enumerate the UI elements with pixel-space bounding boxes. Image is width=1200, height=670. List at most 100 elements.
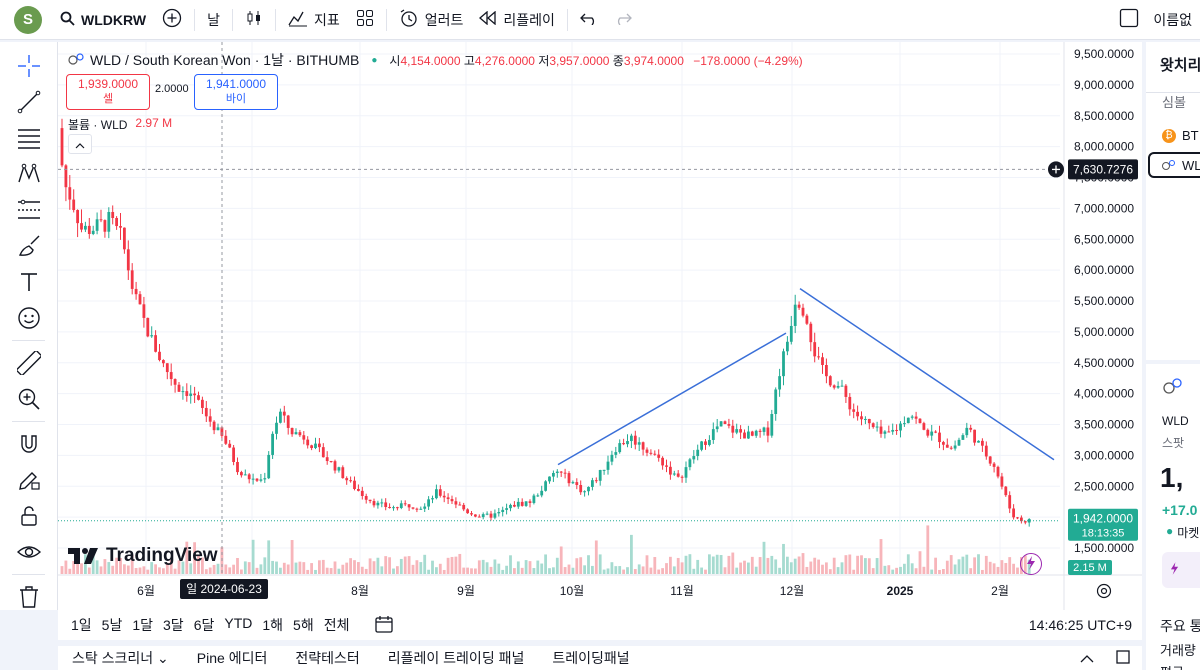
panel-tab-4[interactable]: 트레이딩패널: [552, 650, 630, 666]
stay-drawing-tool[interactable]: [0, 462, 58, 498]
volume-bar: [676, 557, 680, 574]
compare-button[interactable]: [154, 0, 190, 40]
candle-body: [579, 484, 583, 493]
watchlist-item-wld[interactable]: WL: [1148, 152, 1200, 178]
volume-bar: [489, 566, 493, 574]
buy-price: 1,941.0000: [205, 77, 267, 91]
indicators-button[interactable]: 지표: [280, 0, 348, 40]
emoji-tool[interactable]: [0, 300, 58, 336]
brush-tool[interactable]: [0, 228, 58, 264]
user-avatar[interactable]: S: [14, 5, 42, 34]
timeframe-1[interactable]: 5날: [101, 617, 123, 633]
flash-button[interactable]: [1020, 553, 1042, 575]
volume-bar: [302, 562, 306, 574]
remove-drawings-tool[interactable]: [0, 579, 58, 615]
fib-tool[interactable]: [0, 120, 58, 156]
candle-body: [594, 480, 598, 482]
clock-display[interactable]: 14:46:25 UTC+9: [1028, 617, 1132, 633]
alert-button[interactable]: 얼러트: [391, 0, 472, 40]
key-stats-title: 주요 통: [1160, 618, 1200, 634]
pattern-tool[interactable]: [0, 156, 58, 192]
text-tool[interactable]: [0, 264, 58, 300]
sell-price: 1,939.0000: [77, 77, 139, 91]
detail-symbol: WLD: [1162, 414, 1189, 428]
buy-button[interactable]: 1,941.0000 바이: [194, 74, 278, 110]
zoom-tool[interactable]: [0, 381, 58, 417]
candle-body: [368, 499, 372, 502]
timeframe-2[interactable]: 1달: [132, 617, 154, 633]
promo-banner[interactable]: [1162, 552, 1200, 588]
panel-tab-0[interactable]: 스탁 스크리너 ⌄: [72, 650, 169, 666]
forecast-tool[interactable]: [0, 192, 58, 228]
price-tick-label: 7,000.0000: [1074, 201, 1134, 215]
hide-drawings-tool[interactable]: [0, 534, 58, 570]
collapse-legend-button[interactable]: [68, 134, 92, 154]
volume-bar: [809, 561, 813, 574]
candle-body: [396, 507, 399, 509]
lock-drawings-tool[interactable]: [0, 498, 58, 534]
undo-button[interactable]: [572, 0, 606, 40]
panel-tab-2[interactable]: 전략테스터: [295, 650, 360, 666]
candle-body: [282, 411, 286, 416]
volume-bar: [165, 562, 169, 574]
watchlist-title[interactable]: 왓치리: [1160, 57, 1200, 74]
volume-bar: [353, 560, 356, 574]
chart-pane[interactable]: 9,500.0000 9,000.0000 8,500.0000 8,000.0000…: [58, 42, 1142, 610]
layout-name-button[interactable]: 이름없: [1111, 0, 1200, 40]
watchlist-item-btc[interactable]: ₿ BT: [1162, 128, 1199, 143]
candle-body: [341, 467, 345, 479]
volume-bar: [185, 541, 189, 574]
volume-bar: [107, 562, 111, 574]
volume-bar: [844, 555, 848, 574]
timeframe-4[interactable]: 6달: [193, 617, 215, 633]
panel-tab-1[interactable]: Pine 에디터: [196, 650, 268, 666]
candle-body: [653, 453, 657, 455]
symbol-title[interactable]: WLD / South Korean Won · 1날 · BITHUMB: [90, 52, 360, 68]
timeframe-0[interactable]: 1일: [71, 617, 92, 633]
timeframe-7[interactable]: 5해: [293, 617, 314, 633]
volume-bar: [263, 557, 267, 574]
volume-bar: [333, 561, 337, 574]
candle-body: [442, 495, 446, 498]
candle-body: [930, 431, 934, 436]
timeframe-5[interactable]: YTD: [224, 615, 253, 631]
volume-bar: [458, 553, 462, 574]
panel-tab-list: 스탁 스크리너 ⌄ Pine 에디터 전략테스터 리플레이 트레이딩 패널 트레이딩패널: [58, 648, 644, 668]
timeframe-3[interactable]: 3달: [163, 617, 184, 633]
candle-body: [454, 501, 458, 505]
measure-tool[interactable]: [0, 345, 58, 381]
volume-bar: [953, 564, 957, 574]
volume-bar: [973, 557, 976, 574]
symbol-search-button[interactable]: WLDKRW: [52, 0, 154, 40]
timeframe-8[interactable]: 전체: [323, 617, 350, 633]
candle-body: [528, 501, 532, 503]
candle-body: [879, 426, 883, 434]
trendline-tool[interactable]: [0, 84, 58, 120]
collapse-panel-icon[interactable]: [1070, 650, 1104, 666]
date-range-button[interactable]: [374, 614, 394, 637]
volume-bar: [762, 541, 766, 574]
crosshair-tool[interactable]: [0, 48, 58, 84]
volume-bar: [926, 525, 930, 574]
crosshair-date-label: 일 2024-06-23: [186, 582, 262, 596]
volume-bar: [419, 562, 423, 574]
symbol-column-header[interactable]: 심볼: [1162, 95, 1186, 110]
timeframe-6[interactable]: 1해: [262, 617, 284, 633]
magnet-tool[interactable]: [0, 426, 58, 462]
volume-bar: [739, 562, 742, 574]
watchlist-item-btc-label: BT: [1182, 128, 1199, 143]
layouts-button[interactable]: [348, 0, 382, 40]
sell-button[interactable]: 1,939.0000 셀: [66, 74, 150, 110]
price-chart[interactable]: 9,500.0000 9,000.0000 8,500.0000 8,000.0000…: [58, 42, 1142, 610]
candle-body: [505, 508, 508, 510]
volume-bar: [992, 563, 996, 574]
volume-bar: [247, 562, 251, 574]
maximize-panel-icon[interactable]: [1104, 649, 1142, 667]
replay-button[interactable]: 리플레이: [471, 0, 563, 40]
candle-body: [758, 430, 762, 432]
panel-tab-3[interactable]: 리플레이 트레이딩 패널: [387, 650, 525, 666]
chart-type-button[interactable]: [237, 0, 271, 40]
axis-settings-button[interactable]: [1096, 583, 1112, 599]
redo-button[interactable]: [606, 0, 640, 40]
interval-button[interactable]: 날: [199, 0, 228, 40]
